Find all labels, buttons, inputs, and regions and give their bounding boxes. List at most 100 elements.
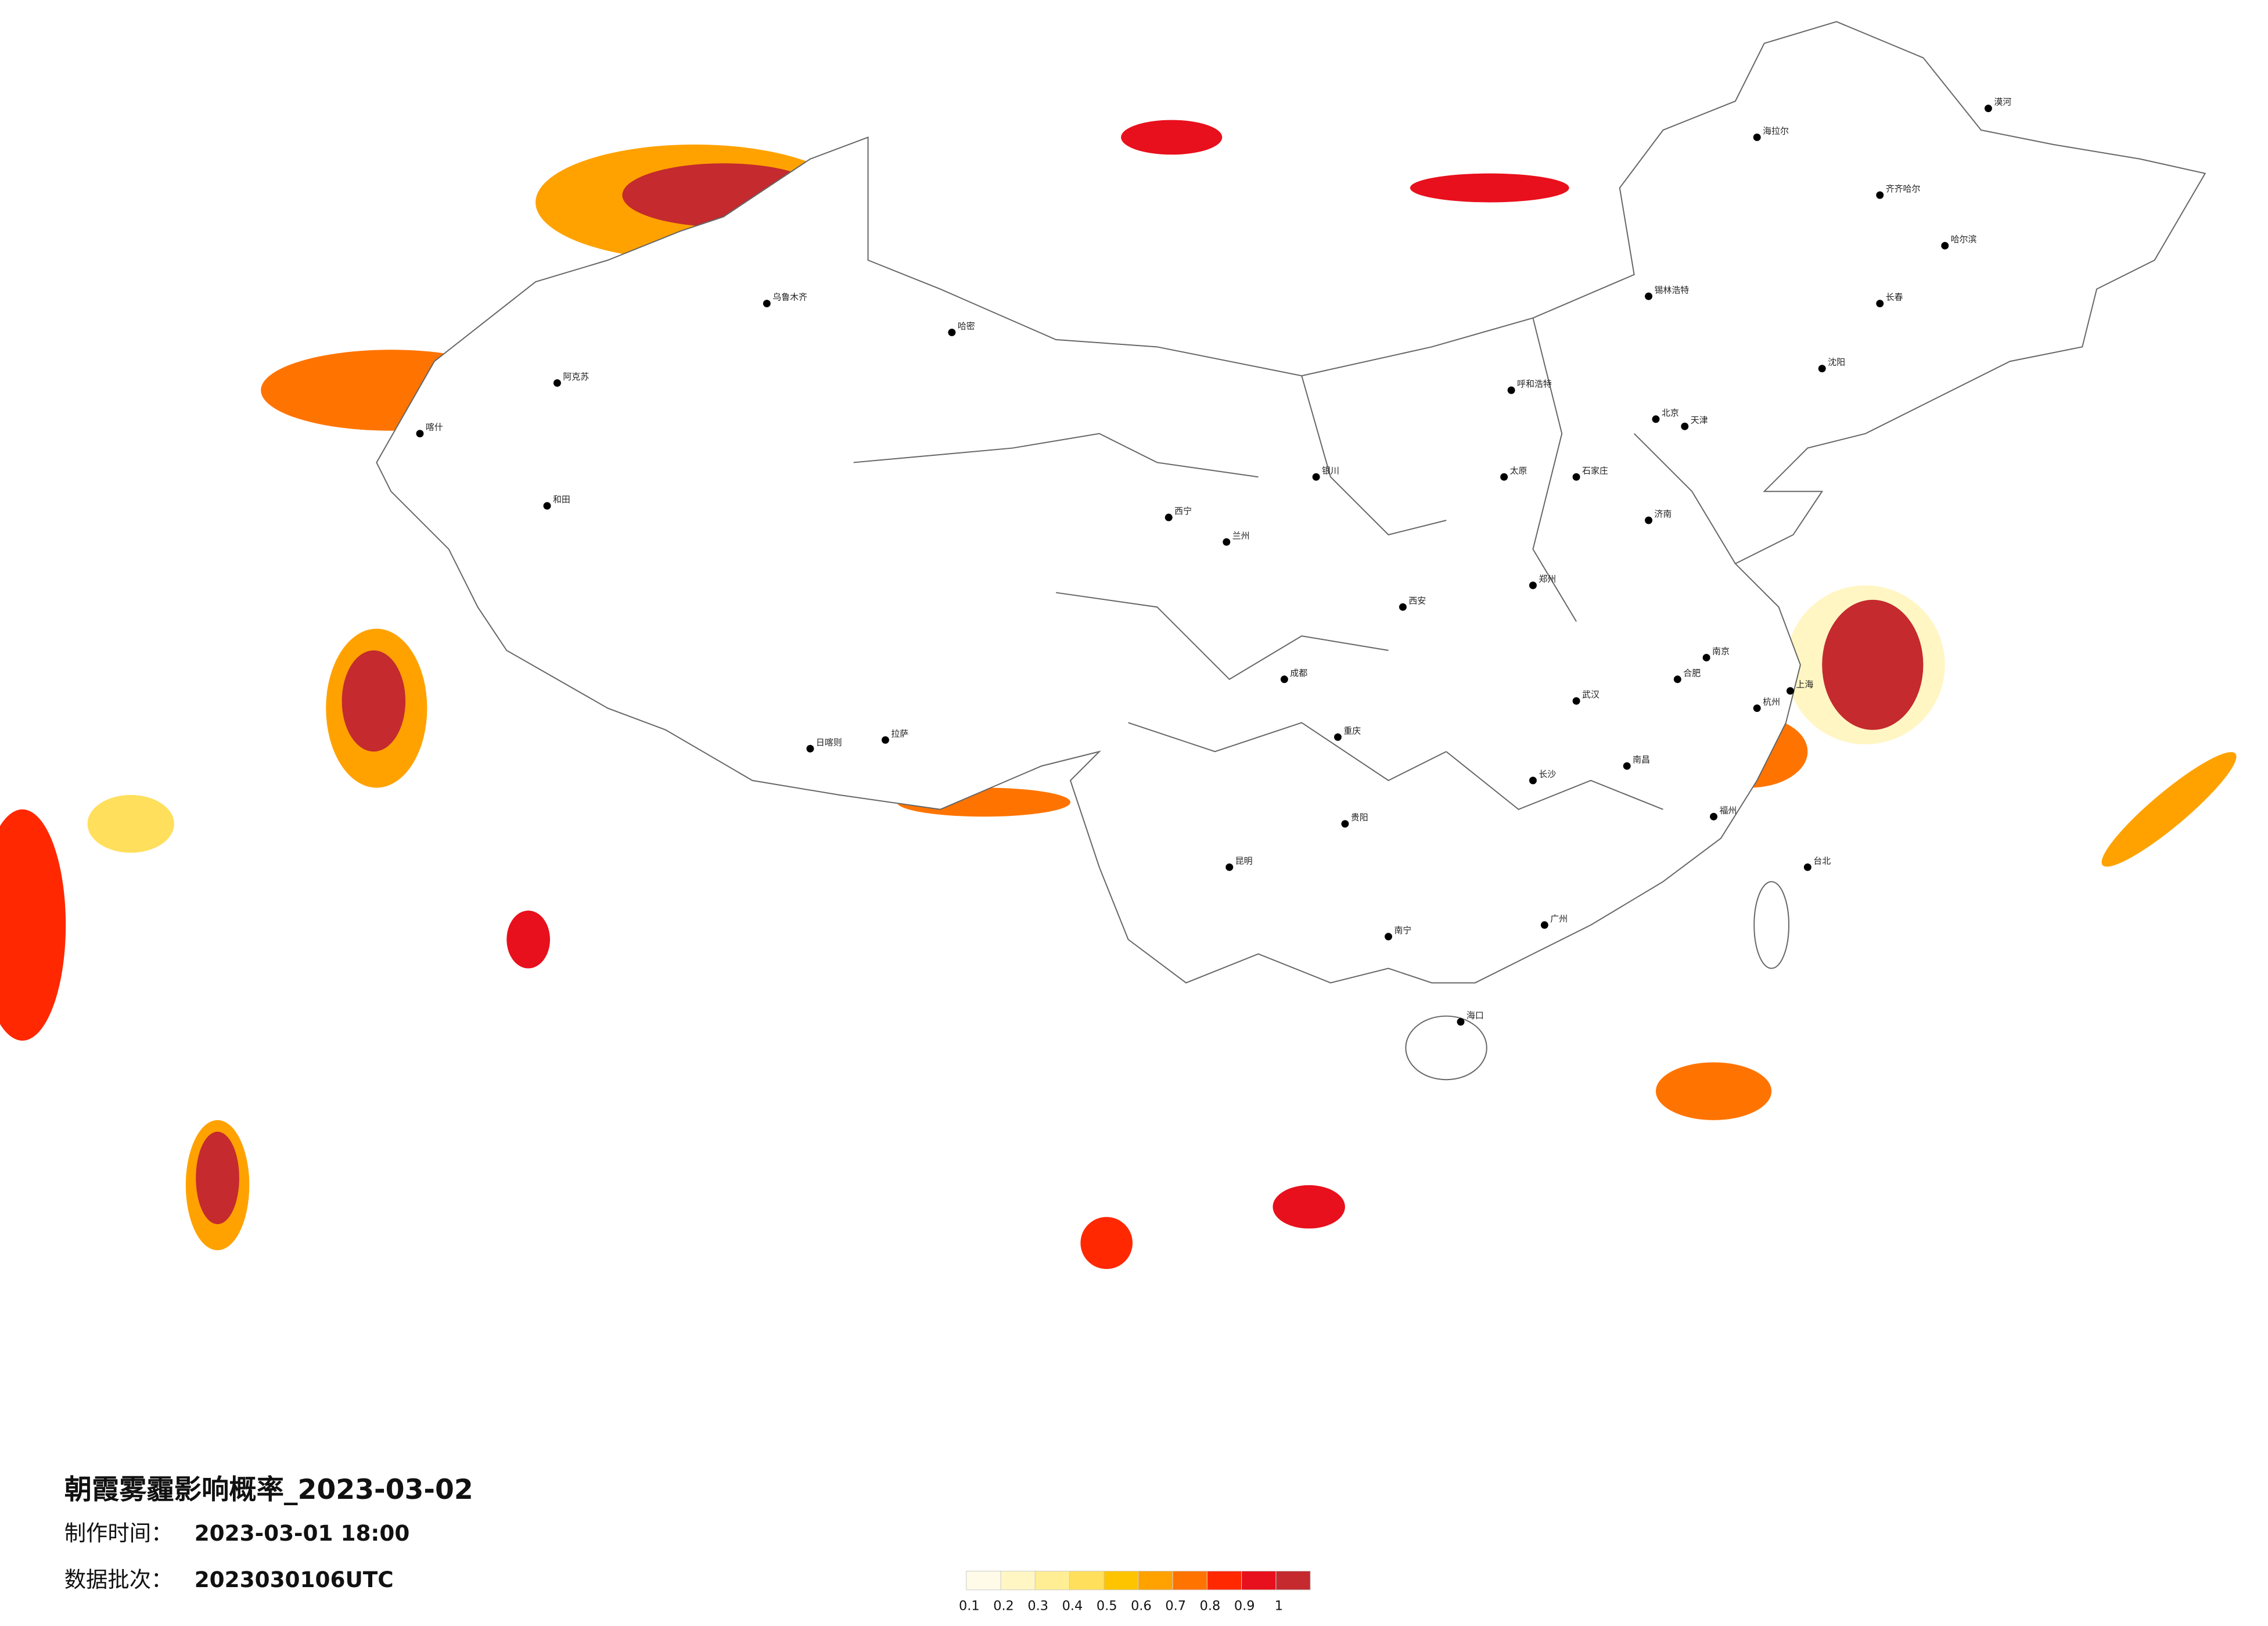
city-label: 西宁	[1174, 506, 1192, 516]
info-value: 2023030106UTC	[195, 1567, 394, 1592]
city-dot	[1673, 675, 1681, 684]
city-label: 锡林浩特	[1655, 285, 1690, 295]
legend-label: 0.4	[1062, 1599, 1083, 1614]
city-label: 天津	[1691, 415, 1708, 425]
city-label: 杭州	[1763, 697, 1780, 707]
city-label: 日喀则	[816, 737, 842, 747]
city-label: 成都	[1290, 668, 1307, 678]
city-label: 台北	[1813, 855, 1831, 866]
boundaries	[376, 21, 2206, 1081]
city-label: 上海	[1796, 679, 1813, 690]
title: 朝霞雾霾影响概率_2023-03-02	[64, 1474, 473, 1506]
legend-swatch	[1275, 1570, 1311, 1591]
legend-swatch	[1069, 1570, 1105, 1591]
city-label: 福州	[1720, 805, 1737, 815]
city-label: 拉萨	[891, 728, 908, 739]
info-label: 制作时间：	[64, 1520, 173, 1546]
city-dot	[1702, 653, 1710, 661]
city-dot	[1652, 415, 1660, 423]
city-label: 阿克苏	[563, 372, 589, 382]
city-dot	[416, 430, 424, 438]
info-value: 2023-03-01 18:00	[195, 1520, 410, 1546]
city-dot	[1529, 581, 1537, 589]
city-dot	[1984, 105, 1992, 113]
city-label: 哈密	[958, 321, 975, 331]
city-dot	[1457, 1018, 1465, 1026]
city-dot	[1540, 921, 1548, 929]
city-label: 齐齐哈尔	[1886, 184, 1921, 194]
city-label: 乌鲁木齐	[772, 292, 807, 303]
city-label: 长春	[1886, 292, 1903, 303]
legend-label: 0.9	[1234, 1599, 1255, 1614]
city-dot	[1645, 516, 1653, 524]
city-dot	[1876, 300, 1884, 308]
city-dot	[1572, 473, 1580, 481]
city-dot	[1164, 513, 1173, 521]
city-dot	[543, 502, 551, 510]
city-dot	[1334, 733, 1342, 741]
city-dot	[1681, 422, 1689, 430]
legend-label: 0.7	[1165, 1599, 1186, 1614]
legend-swatch	[1172, 1570, 1207, 1591]
city-label: 海口	[1467, 1010, 1484, 1021]
city-label: 济南	[1655, 509, 1672, 519]
legend-swatch	[1206, 1570, 1242, 1591]
legend-label: 0.6	[1131, 1599, 1152, 1614]
city-dot	[1500, 473, 1508, 481]
city-label: 广州	[1550, 913, 1568, 924]
city-dot	[1341, 820, 1349, 828]
city-dot	[1529, 776, 1537, 785]
info-label: 数据批次：	[64, 1567, 173, 1592]
legend-label: 0.3	[1027, 1599, 1048, 1614]
legend-swatch	[1241, 1570, 1277, 1591]
city-label: 武汉	[1582, 689, 1600, 700]
city-dot	[1312, 473, 1320, 481]
city-label: 太原	[1510, 465, 1527, 476]
city-label: 南昌	[1633, 754, 1650, 765]
city-dot	[1399, 603, 1407, 611]
city-dot	[1753, 133, 1761, 141]
city-dot	[1710, 812, 1718, 821]
city-dot	[806, 744, 814, 753]
legend-label: 0.1	[959, 1599, 980, 1614]
city-dot	[1507, 386, 1515, 394]
city-label: 南宁	[1394, 925, 1412, 936]
city-dot	[1803, 863, 1811, 871]
city-label: 南京	[1712, 646, 1730, 656]
legend: 0.1 0.2 0.3 0.4 0.5 0.6 0.7 0.8 0.9 1	[959, 1570, 1311, 1614]
city-dot	[948, 328, 956, 336]
city-dot	[881, 736, 889, 744]
city-dot	[1572, 697, 1580, 705]
city-label: 石家庄	[1582, 465, 1608, 476]
legend-swatch	[966, 1570, 1001, 1591]
city-label: 贵阳	[1351, 812, 1368, 823]
city-label: 合肥	[1683, 668, 1701, 678]
city-dot	[763, 300, 771, 308]
city-dot	[1280, 675, 1288, 684]
city-label: 重庆	[1343, 725, 1361, 736]
city-label: 兰州	[1232, 530, 1250, 541]
city-dot	[1941, 242, 1949, 250]
legend-swatch	[1000, 1570, 1036, 1591]
city-dot	[1623, 762, 1631, 770]
legend-swatch	[1138, 1570, 1173, 1591]
city-label: 长沙	[1539, 769, 1556, 779]
legend-label: 1	[1275, 1599, 1283, 1614]
legend-swatch	[1034, 1570, 1070, 1591]
city-label: 哈尔滨	[1951, 234, 1977, 244]
city-label: 郑州	[1539, 574, 1556, 584]
city-dot	[1225, 863, 1234, 871]
city-label: 北京	[1662, 408, 1679, 418]
city-label: 昆明	[1235, 855, 1253, 866]
city-dot	[1786, 687, 1794, 695]
city-label: 沈阳	[1828, 357, 1845, 368]
city-label: 海拉尔	[1763, 125, 1789, 136]
city-dot	[1223, 538, 1231, 546]
city-dot	[553, 379, 561, 387]
city-dot	[1818, 365, 1826, 373]
city-dot	[1876, 191, 1884, 199]
city-dot	[1645, 292, 1653, 300]
city-label: 呼和浩特	[1517, 379, 1552, 389]
